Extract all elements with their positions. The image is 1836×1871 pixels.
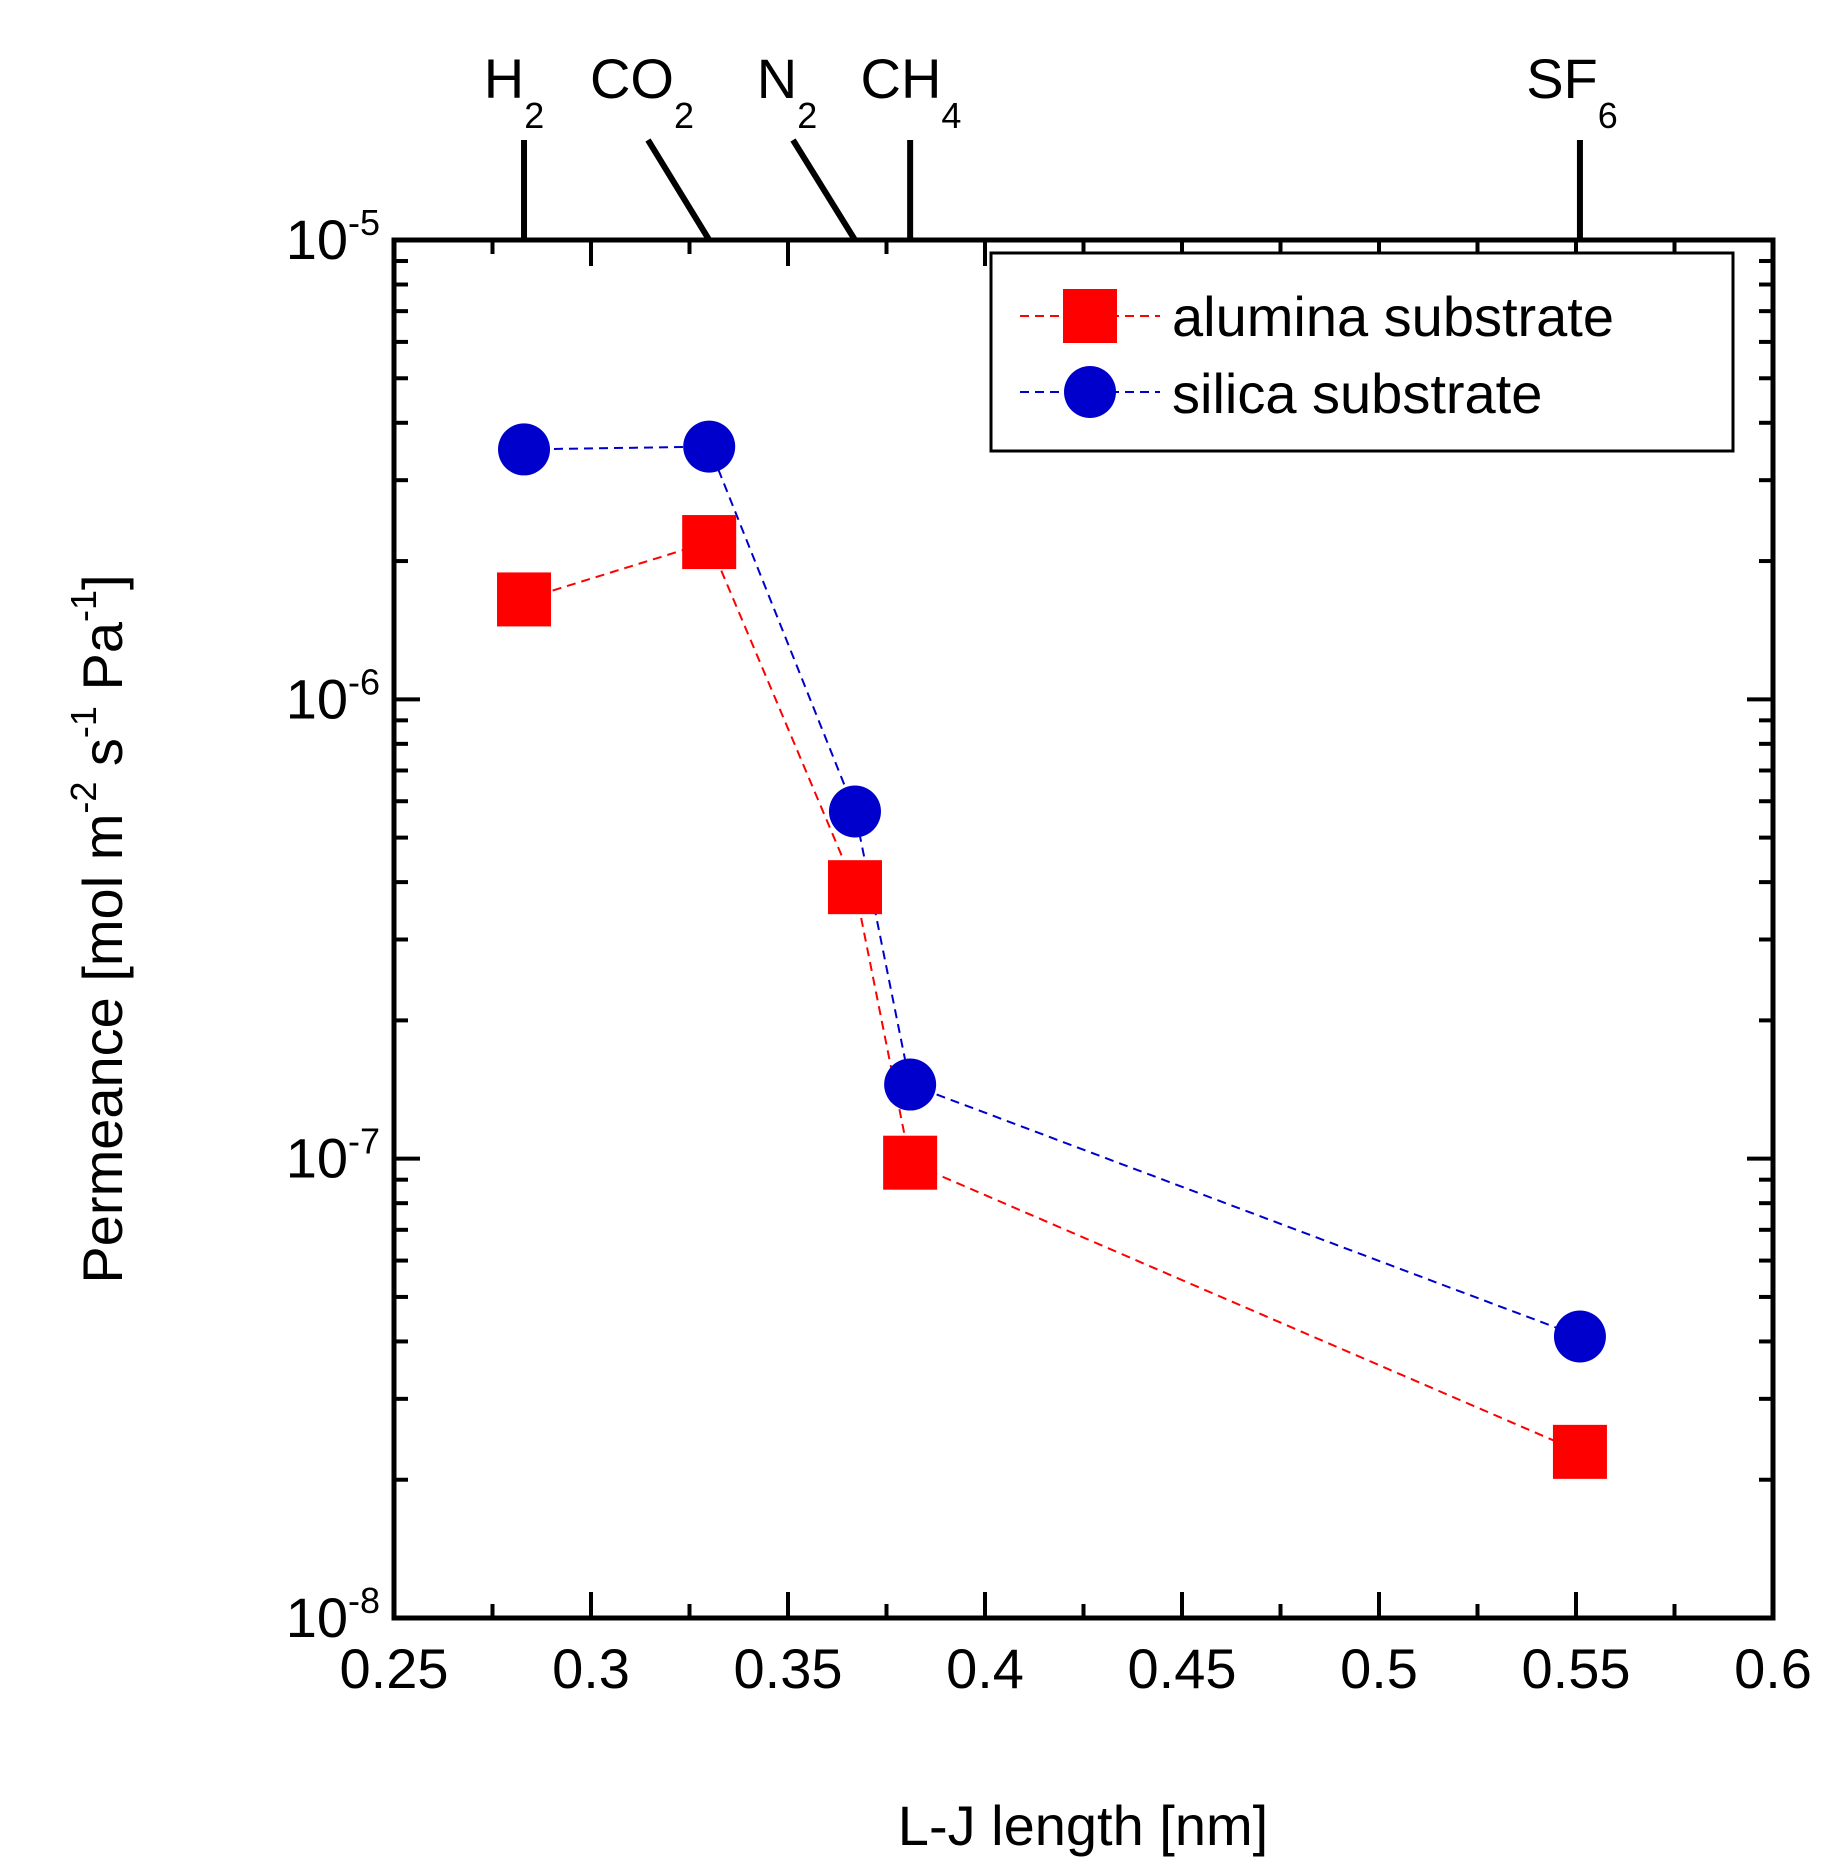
x-tick-label: 0.4	[946, 1637, 1024, 1700]
y-tick-label: 10-6	[286, 661, 380, 730]
y-label-end: ]	[71, 574, 134, 590]
gas-label: H2	[484, 47, 544, 136]
y-label-exp3: -1	[63, 590, 104, 622]
y-tick-label: 10-8	[286, 1580, 380, 1649]
y-tick-base: 10	[286, 208, 348, 271]
alumina-point	[1552, 1424, 1607, 1479]
legend-marker-alumina	[1063, 289, 1117, 343]
gas-label: CH4	[861, 47, 962, 136]
y-label-base: Permeance [mol m	[71, 814, 134, 1284]
x-tick-label: 0.5	[1340, 1637, 1418, 1700]
silica-point	[884, 1058, 937, 1111]
alumina-point	[682, 515, 737, 570]
x-axis-label: L-J length [nm]	[898, 1794, 1268, 1857]
y-tick-base: 10	[286, 667, 348, 730]
series-markers	[497, 420, 1607, 1479]
y-label-mid2: Pa	[71, 621, 134, 706]
gas-label: CO2	[590, 47, 694, 136]
y-tick-exponent: -7	[348, 1121, 380, 1162]
gas-subscript: 2	[674, 95, 694, 136]
silica-point	[828, 785, 881, 838]
gas-marker-axis	[521, 138, 1583, 242]
y-label-exp2: -1	[63, 706, 104, 738]
silica-point	[498, 423, 551, 476]
legend-box	[989, 251, 1735, 453]
legend-marker-silica	[1064, 366, 1116, 418]
gas-subscript: 2	[797, 95, 817, 136]
y-tick-exponent: -8	[348, 1580, 380, 1621]
alumina-point	[497, 572, 552, 627]
y-tick-exponent: -6	[348, 661, 380, 702]
y-tick-labels: 10-510-610-710-8	[286, 202, 380, 1649]
y-tick-base: 10	[286, 1127, 348, 1190]
gas-subscript: 4	[941, 95, 961, 136]
y-tick-label: 10-5	[286, 202, 380, 271]
gas-subscript: 6	[1598, 95, 1618, 136]
x-tick-label: 0.45	[1128, 1637, 1237, 1700]
gas-indicator-line	[645, 138, 712, 242]
alumina-point	[827, 860, 882, 915]
y-axis-label: Permeance [mol m-2 s-1 Pa-1]	[63, 574, 134, 1283]
gas-label: SF6	[1526, 47, 1618, 136]
gas-name: SF	[1526, 47, 1598, 110]
y-tick-label: 10-7	[286, 1121, 380, 1190]
legend: alumina substrate silica substrate	[989, 251, 1735, 453]
y-tick-exponent: -5	[348, 202, 380, 243]
series-lines	[523, 445, 1581, 1453]
y-label-mid1: s	[71, 738, 134, 782]
x-tick-label: 0.3	[552, 1637, 630, 1700]
gas-name: CO	[590, 47, 674, 110]
gas-indicator-line	[790, 138, 858, 242]
series-line-silica	[523, 445, 1581, 1338]
silica-point	[683, 420, 736, 473]
y-tick-base: 10	[286, 1586, 348, 1649]
silica-point	[1553, 1310, 1606, 1363]
gas-subscript: 2	[524, 95, 544, 136]
x-tick-labels: 0.25 0.3 0.35 0.4 0.45 0.5 0.55 0.6	[340, 1637, 1812, 1700]
x-tick-label: 0.6	[1734, 1637, 1812, 1700]
plot-frame	[391, 237, 1776, 1621]
gas-label: N2	[757, 47, 817, 136]
alumina-point	[883, 1135, 938, 1190]
x-tick-label: 0.25	[340, 1637, 449, 1700]
x-tick-label: 0.55	[1522, 1637, 1631, 1700]
legend-label-alumina: alumina substrate	[1172, 285, 1614, 348]
series-line-alumina	[523, 540, 1581, 1453]
x-tick-label: 0.35	[734, 1637, 843, 1700]
gas-name: H	[484, 47, 524, 110]
gas-name: N	[757, 47, 797, 110]
y-label-exp1: -2	[63, 782, 104, 814]
legend-label-silica: silica substrate	[1172, 362, 1542, 425]
gas-name: CH	[861, 47, 942, 110]
